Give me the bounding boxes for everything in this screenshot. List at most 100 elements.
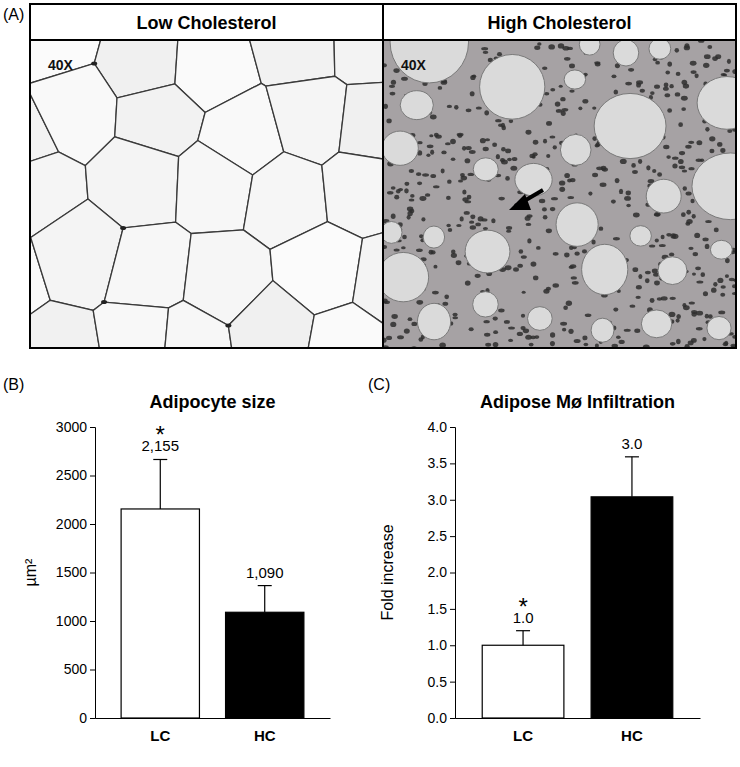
adipocyte bbox=[707, 316, 731, 339]
nucleus bbox=[675, 92, 680, 96]
nucleus bbox=[705, 127, 709, 132]
nucleus bbox=[438, 86, 443, 90]
nucleus bbox=[391, 214, 396, 219]
nucleus bbox=[469, 220, 474, 223]
data-label: 1,090 bbox=[246, 564, 284, 581]
tick-label: LC bbox=[513, 727, 533, 744]
nucleus bbox=[457, 134, 462, 138]
nucleus bbox=[692, 214, 696, 219]
nucleus bbox=[559, 85, 563, 88]
chart-title: Adipocyte size bbox=[149, 392, 275, 412]
nucleus bbox=[709, 136, 715, 141]
nucleus bbox=[602, 167, 608, 171]
nucleus bbox=[696, 327, 703, 330]
nucleus bbox=[672, 157, 679, 160]
nucleus bbox=[504, 320, 510, 324]
nucleus bbox=[592, 173, 598, 177]
nucleus bbox=[452, 316, 458, 319]
nucleus bbox=[470, 75, 475, 80]
nucleus bbox=[616, 336, 621, 339]
plot-area bbox=[482, 457, 673, 718]
adipocyte bbox=[390, 40, 468, 83]
nucleus bbox=[626, 191, 631, 196]
bar bbox=[121, 509, 199, 718]
error-bar-stem bbox=[522, 631, 523, 646]
nucleus bbox=[426, 154, 430, 158]
nucleus bbox=[620, 159, 627, 164]
nucleus bbox=[533, 140, 539, 145]
tick-label: LC bbox=[150, 727, 170, 744]
tick-mark bbox=[450, 427, 455, 428]
nucleus bbox=[564, 173, 570, 178]
nucleus bbox=[686, 219, 692, 224]
nucleus bbox=[676, 72, 681, 76]
nucleus bbox=[430, 174, 436, 178]
adipocyte bbox=[473, 292, 499, 317]
nucleus bbox=[696, 159, 702, 162]
nucleus bbox=[407, 211, 412, 216]
nucleus bbox=[692, 272, 696, 275]
nucleus bbox=[717, 142, 722, 147]
nucleus bbox=[508, 326, 515, 329]
nucleus bbox=[724, 341, 728, 346]
nucleus bbox=[476, 106, 482, 109]
tick: 2.5 bbox=[428, 528, 455, 544]
nucleus bbox=[661, 296, 668, 300]
nucleus bbox=[584, 343, 589, 347]
nucleus bbox=[506, 226, 512, 230]
nucleus bbox=[543, 215, 548, 219]
nucleus bbox=[619, 340, 625, 344]
tick-mark bbox=[450, 536, 455, 537]
nucleus bbox=[421, 217, 425, 221]
nucleus bbox=[469, 150, 476, 154]
axis-line bbox=[90, 428, 96, 719]
error-bar-cap bbox=[258, 585, 272, 586]
nucleus bbox=[684, 43, 689, 48]
nucleus bbox=[574, 252, 579, 256]
nucleus bbox=[681, 96, 688, 101]
nucleus bbox=[693, 252, 698, 256]
nucleus bbox=[689, 302, 695, 305]
nucleus bbox=[665, 93, 671, 97]
adipocyte bbox=[104, 222, 191, 308]
error-bar bbox=[258, 586, 272, 613]
nucleus bbox=[691, 70, 697, 74]
tick: LC bbox=[150, 718, 170, 744]
tick-mark bbox=[90, 524, 95, 525]
nucleus bbox=[549, 135, 555, 138]
nucleus bbox=[569, 89, 574, 92]
adipocyte bbox=[423, 226, 444, 248]
panel-title: Low Cholesterol bbox=[136, 13, 276, 33]
adipocyte bbox=[646, 179, 681, 213]
adipocyte bbox=[697, 77, 736, 130]
nucleus bbox=[709, 149, 714, 154]
nucleus bbox=[525, 216, 531, 221]
nucleus bbox=[595, 62, 601, 66]
nucleus bbox=[523, 329, 529, 334]
nucleus bbox=[682, 169, 687, 172]
adipocyte bbox=[480, 54, 545, 119]
nucleus bbox=[678, 122, 683, 127]
nucleus bbox=[481, 47, 488, 50]
nucleus bbox=[713, 282, 717, 287]
tick-mark bbox=[90, 718, 95, 719]
nucleus bbox=[712, 56, 718, 61]
nucleus bbox=[386, 118, 391, 123]
nucleus bbox=[628, 68, 634, 72]
nucleus bbox=[442, 302, 448, 306]
nucleus bbox=[543, 139, 547, 144]
nucleus bbox=[553, 145, 557, 149]
nucleus bbox=[401, 77, 408, 81]
nucleus bbox=[386, 336, 392, 340]
panel-label: (B) bbox=[3, 376, 24, 393]
nucleus bbox=[462, 189, 466, 194]
nucleus bbox=[441, 169, 445, 174]
nucleus bbox=[611, 200, 616, 204]
nucleus bbox=[562, 328, 566, 332]
nucleus bbox=[447, 105, 452, 108]
nucleus bbox=[704, 54, 711, 59]
nucleus bbox=[120, 226, 126, 230]
nucleus bbox=[478, 216, 484, 221]
nucleus bbox=[512, 157, 518, 161]
tick: 0.5 bbox=[428, 674, 455, 690]
